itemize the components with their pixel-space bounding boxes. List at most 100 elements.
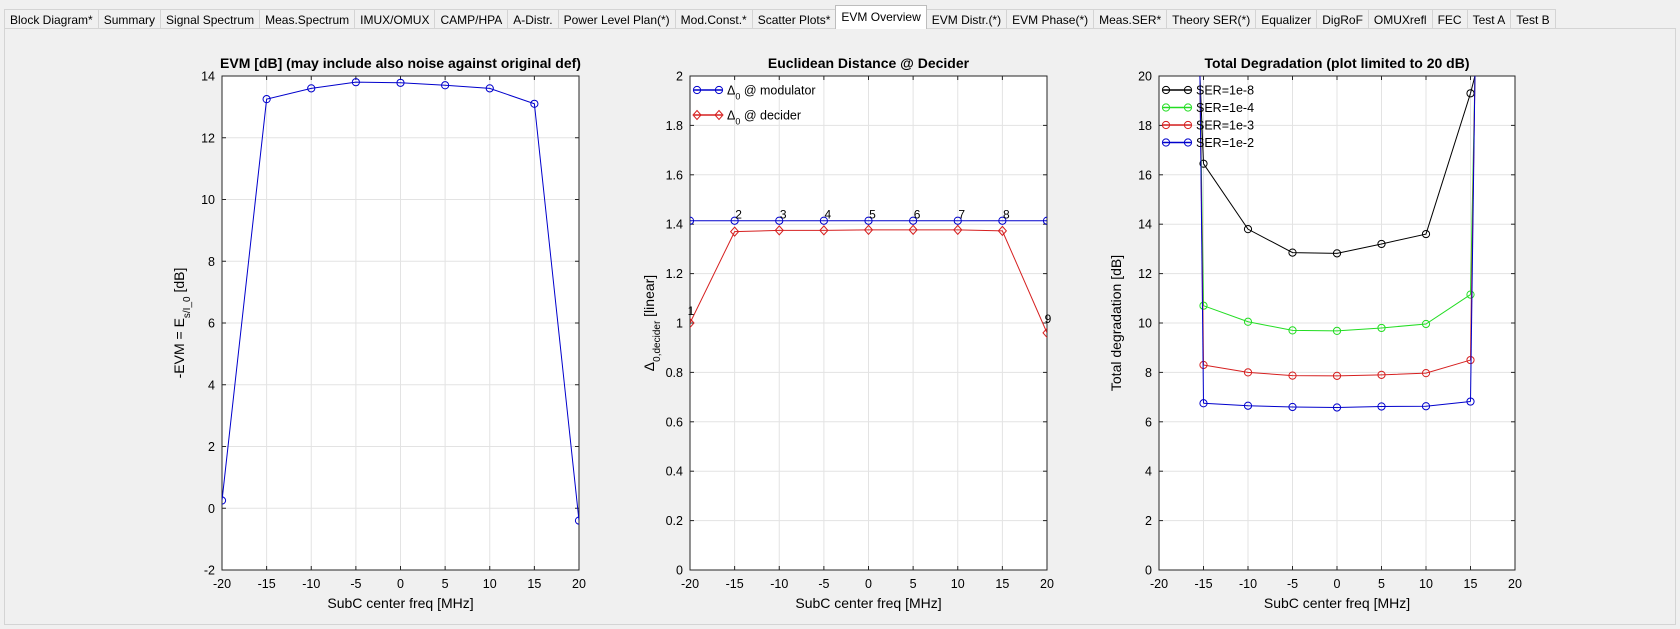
point-label: 3 — [780, 208, 787, 222]
data-point — [1042, 216, 1047, 225]
tab-imux-omux[interactable]: IMUX/OMUX — [354, 9, 436, 29]
tab-summary[interactable]: Summary — [97, 9, 162, 29]
data-point — [396, 78, 405, 87]
series-line-4 — [1203, 401, 1471, 408]
y-tick-label: 0 — [1145, 564, 1152, 578]
y-tick-label: 2 — [1145, 514, 1152, 528]
tab-digrof[interactable]: DigRoF — [1316, 9, 1369, 29]
legend-marker — [1161, 103, 1171, 112]
legend-entry-4: SER=1e-2 — [1196, 136, 1254, 150]
y-axis-label-1: -EVM = Es/I_0 [dB] — [171, 268, 193, 379]
point-label: 4 — [825, 208, 832, 222]
tab-scatter-plots[interactable]: Scatter Plots* — [751, 9, 837, 29]
x-tick-label: 5 — [1378, 577, 1385, 591]
legend-entry-1: Δ0 @ modulator — [727, 84, 816, 102]
point-label: 2 — [735, 208, 742, 222]
x-tick-label: 15 — [995, 577, 1009, 591]
x-tick-label: -20 — [1150, 577, 1168, 591]
point-label: 6 — [914, 208, 921, 222]
point-label: 9 — [1045, 312, 1052, 326]
point-label: 1 — [688, 304, 695, 318]
y-tick-label: 1.8 — [666, 119, 683, 133]
tab-test-b[interactable]: Test B — [1510, 9, 1556, 29]
y-tick-label: 18 — [1138, 119, 1152, 133]
data-point — [530, 99, 539, 108]
legend-entry-2: Δ0 @ decider — [727, 109, 801, 127]
y-tick-label: 1.4 — [666, 218, 683, 232]
y-tick-label: 4 — [1145, 465, 1152, 479]
y-tick-label: 6 — [1145, 415, 1152, 429]
x-tick-label: -15 — [1194, 577, 1212, 591]
y-tick-label: 0.4 — [666, 465, 683, 479]
tab-signal-spectrum[interactable]: Signal Spectrum — [160, 9, 261, 29]
x-tick-label: 10 — [483, 577, 497, 591]
y-tick-label: 14 — [1138, 218, 1152, 232]
x-tick-label: 15 — [1464, 577, 1478, 591]
x-tick-label: 10 — [951, 577, 965, 591]
data-point — [1288, 248, 1297, 257]
legend-marker — [1183, 85, 1193, 95]
legend-marker — [1183, 103, 1193, 112]
data-point — [819, 216, 828, 225]
y-tick-label: 0 — [208, 502, 215, 516]
data-point — [262, 95, 271, 104]
x-tick-label: 15 — [527, 577, 541, 591]
tab-camp-hpa[interactable]: CAMP/HPA — [434, 9, 509, 29]
legend: SER=1e-8 SER=1e-4 SER=1e-3 SER=1e-2 — [1161, 84, 1254, 150]
series-edge-rise — [1470, 76, 1476, 94]
data-point — [864, 216, 873, 225]
data-point — [1288, 371, 1297, 380]
tab-theory-ser[interactable]: Theory SER(*) — [1166, 9, 1257, 29]
x-tick-label: 5 — [442, 577, 449, 591]
data-point — [863, 224, 874, 236]
x-axis-label-1: SubC center freq [MHz] — [327, 595, 473, 611]
legend-entry-1: SER=1e-8 — [1196, 84, 1254, 98]
tab-evm-phase[interactable]: EVM Phase(*) — [1006, 9, 1095, 29]
series-edge-rise — [1199, 76, 1204, 404]
point-label: 8 — [1003, 208, 1010, 222]
y-tick-label: 0 — [676, 564, 683, 578]
data-point — [819, 225, 829, 236]
x-axis-label-3: SubC center freq [MHz] — [1264, 595, 1410, 611]
series-group — [1199, 76, 1476, 412]
data-point — [441, 81, 450, 90]
data-point — [953, 216, 962, 225]
x-tick-label: -5 — [1287, 577, 1298, 591]
x-tick-label: -10 — [302, 577, 320, 591]
x-tick-label: -15 — [258, 577, 276, 591]
tab-equalizer[interactable]: Equalizer — [1255, 9, 1318, 29]
y-tick-label: 20 — [1138, 70, 1152, 84]
data-point — [909, 216, 918, 225]
chart-2: -20 -15 -10 -5 0 5 10 15 2000.20.40.60.811.21.41… — [641, 55, 1054, 611]
data-point — [1243, 368, 1253, 377]
y-tick-label: 1.2 — [666, 267, 683, 281]
data-point — [1332, 371, 1342, 380]
legend-marker — [692, 109, 702, 121]
tab-mod-const[interactable]: Mod.Const.* — [674, 9, 753, 29]
tab-bar: Block Diagram* Summary Signal Spectrum Meas… — [4, 5, 1556, 29]
tab-evm-distr[interactable]: EVM Distr.(*) — [925, 9, 1008, 29]
tab-a-distr[interactable]: A-Distr. — [507, 9, 559, 29]
data-point — [1288, 402, 1297, 412]
tab-omuxrefl[interactable]: OMUXrefl — [1367, 9, 1433, 29]
tab-meas-spectrum[interactable]: Meas.Spectrum — [259, 9, 356, 29]
tab-power-level-plan[interactable]: Power Level Plan(*) — [557, 9, 676, 29]
legend-marker — [1161, 138, 1171, 147]
data-point — [485, 84, 494, 93]
tab-test-a[interactable]: Test A — [1466, 9, 1512, 29]
data-point — [574, 516, 579, 525]
tab-evm-overview[interactable]: EVM Overview — [835, 5, 927, 29]
data-point — [953, 224, 963, 236]
y-tick-label: 16 — [1138, 168, 1152, 182]
data-point — [1377, 370, 1386, 379]
tab-block-diagram[interactable]: Block Diagram* — [4, 9, 99, 29]
data-point — [1421, 369, 1431, 378]
tab-meas-ser[interactable]: Meas.SER* — [1093, 9, 1168, 29]
data-point — [1421, 229, 1431, 239]
chart-title-3: Total Degradation (plot limited to 20 dB… — [1205, 55, 1470, 71]
data-point — [1377, 239, 1386, 249]
tab-fec[interactable]: FEC — [1431, 9, 1468, 29]
x-axis-label-2: SubC center freq [MHz] — [795, 595, 941, 611]
